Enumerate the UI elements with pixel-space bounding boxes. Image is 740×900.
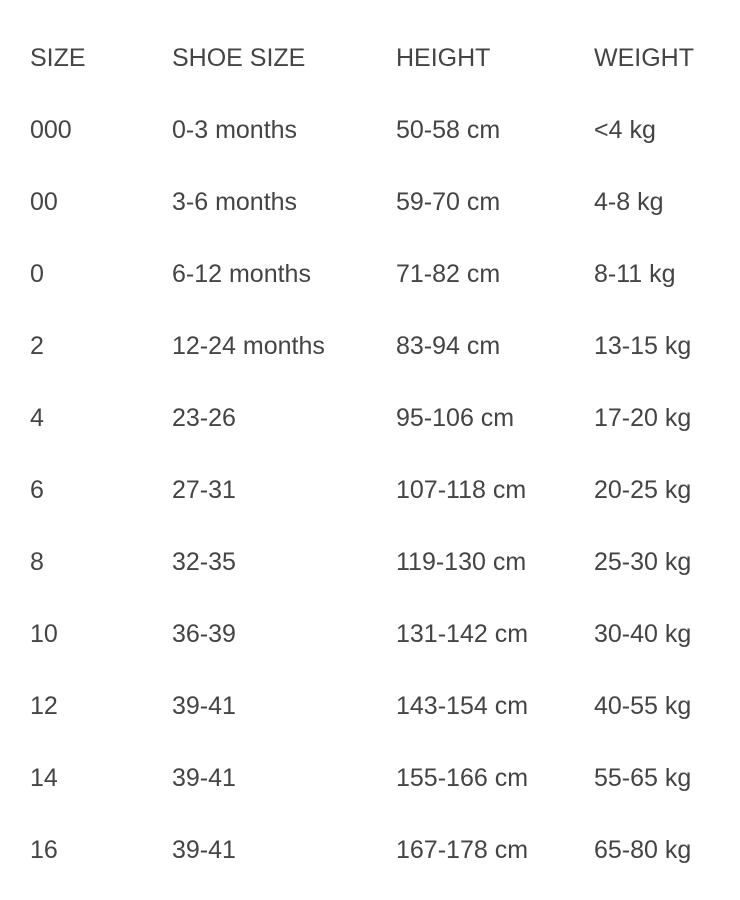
size-cell: 2 xyxy=(30,332,44,360)
header-shoe-size: SHOE SIZE xyxy=(172,44,306,72)
table-row: 2 12-24 months 83-94 cm 13-15 kg xyxy=(0,326,740,366)
height-cell: 107-118 cm xyxy=(396,476,527,504)
weight-cell: 4-8 kg xyxy=(594,188,664,216)
weight-cell: 30-40 kg xyxy=(594,620,692,648)
shoe-size-cell: 27-31 xyxy=(172,476,236,504)
weight-cell: 25-30 kg xyxy=(594,548,692,576)
height-cell: 131-142 cm xyxy=(396,620,529,648)
height-cell: 155-166 cm xyxy=(396,764,529,792)
table-row: 12 39-41 143-154 cm 40-55 kg xyxy=(0,686,740,726)
size-cell: 8 xyxy=(30,548,44,576)
table-row: 4 23-26 95-106 cm 17-20 kg xyxy=(0,398,740,438)
table-row: 000 0-3 months 50-58 cm <4 kg xyxy=(0,110,740,150)
header-weight: WEIGHT xyxy=(594,44,694,72)
weight-cell: 65-80 kg xyxy=(594,836,692,864)
shoe-size-cell: 39-41 xyxy=(172,692,236,720)
shoe-size-cell: 32-35 xyxy=(172,548,236,576)
header-size: SIZE xyxy=(30,44,86,72)
size-cell: 16 xyxy=(30,836,58,864)
shoe-size-cell: 3-6 months xyxy=(172,188,298,216)
height-cell: 143-154 cm xyxy=(396,692,529,720)
table-row: 10 36-39 131-142 cm 30-40 kg xyxy=(0,614,740,654)
shoe-size-cell: 0-3 months xyxy=(172,116,298,144)
height-cell: 167-178 cm xyxy=(396,836,529,864)
table-row: 14 39-41 155-166 cm 55-65 kg xyxy=(0,758,740,798)
size-cell: 12 xyxy=(30,692,58,720)
weight-cell: 8-11 kg xyxy=(594,260,676,288)
size-cell: 000 xyxy=(30,116,72,144)
size-cell: 4 xyxy=(30,404,44,432)
size-cell: 0 xyxy=(30,260,44,288)
header-height: HEIGHT xyxy=(396,44,491,72)
table-header-row: SIZE SHOE SIZE HEIGHT WEIGHT xyxy=(0,38,740,78)
table-row: 6 27-31 107-118 cm 20-25 kg xyxy=(0,470,740,510)
size-cell: 6 xyxy=(30,476,44,504)
table-row: 00 3-6 months 59-70 cm 4-8 kg xyxy=(0,182,740,222)
height-cell: 119-130 cm xyxy=(396,548,527,576)
shoe-size-cell: 12-24 months xyxy=(172,332,325,360)
size-cell: 00 xyxy=(30,188,58,216)
weight-cell: 13-15 kg xyxy=(594,332,692,360)
table-row: 8 32-35 119-130 cm 25-30 kg xyxy=(0,542,740,582)
height-cell: 95-106 cm xyxy=(396,404,515,432)
table-row: 16 39-41 167-178 cm 65-80 kg xyxy=(0,830,740,870)
shoe-size-cell: 39-41 xyxy=(172,764,236,792)
size-cell: 10 xyxy=(30,620,58,648)
size-cell: 14 xyxy=(30,764,58,792)
weight-cell: 20-25 kg xyxy=(594,476,692,504)
weight-cell: 17-20 kg xyxy=(594,404,692,432)
weight-cell: 40-55 kg xyxy=(594,692,692,720)
height-cell: 50-58 cm xyxy=(396,116,501,144)
height-cell: 71-82 cm xyxy=(396,260,501,288)
height-cell: 59-70 cm xyxy=(396,188,501,216)
weight-cell: <4 kg xyxy=(594,116,656,144)
height-cell: 83-94 cm xyxy=(396,332,501,360)
shoe-size-cell: 39-41 xyxy=(172,836,236,864)
shoe-size-cell: 36-39 xyxy=(172,620,236,648)
shoe-size-cell: 23-26 xyxy=(172,404,236,432)
shoe-size-cell: 6-12 months xyxy=(172,260,311,288)
weight-cell: 55-65 kg xyxy=(594,764,692,792)
table-row: 0 6-12 months 71-82 cm 8-11 kg xyxy=(0,254,740,294)
